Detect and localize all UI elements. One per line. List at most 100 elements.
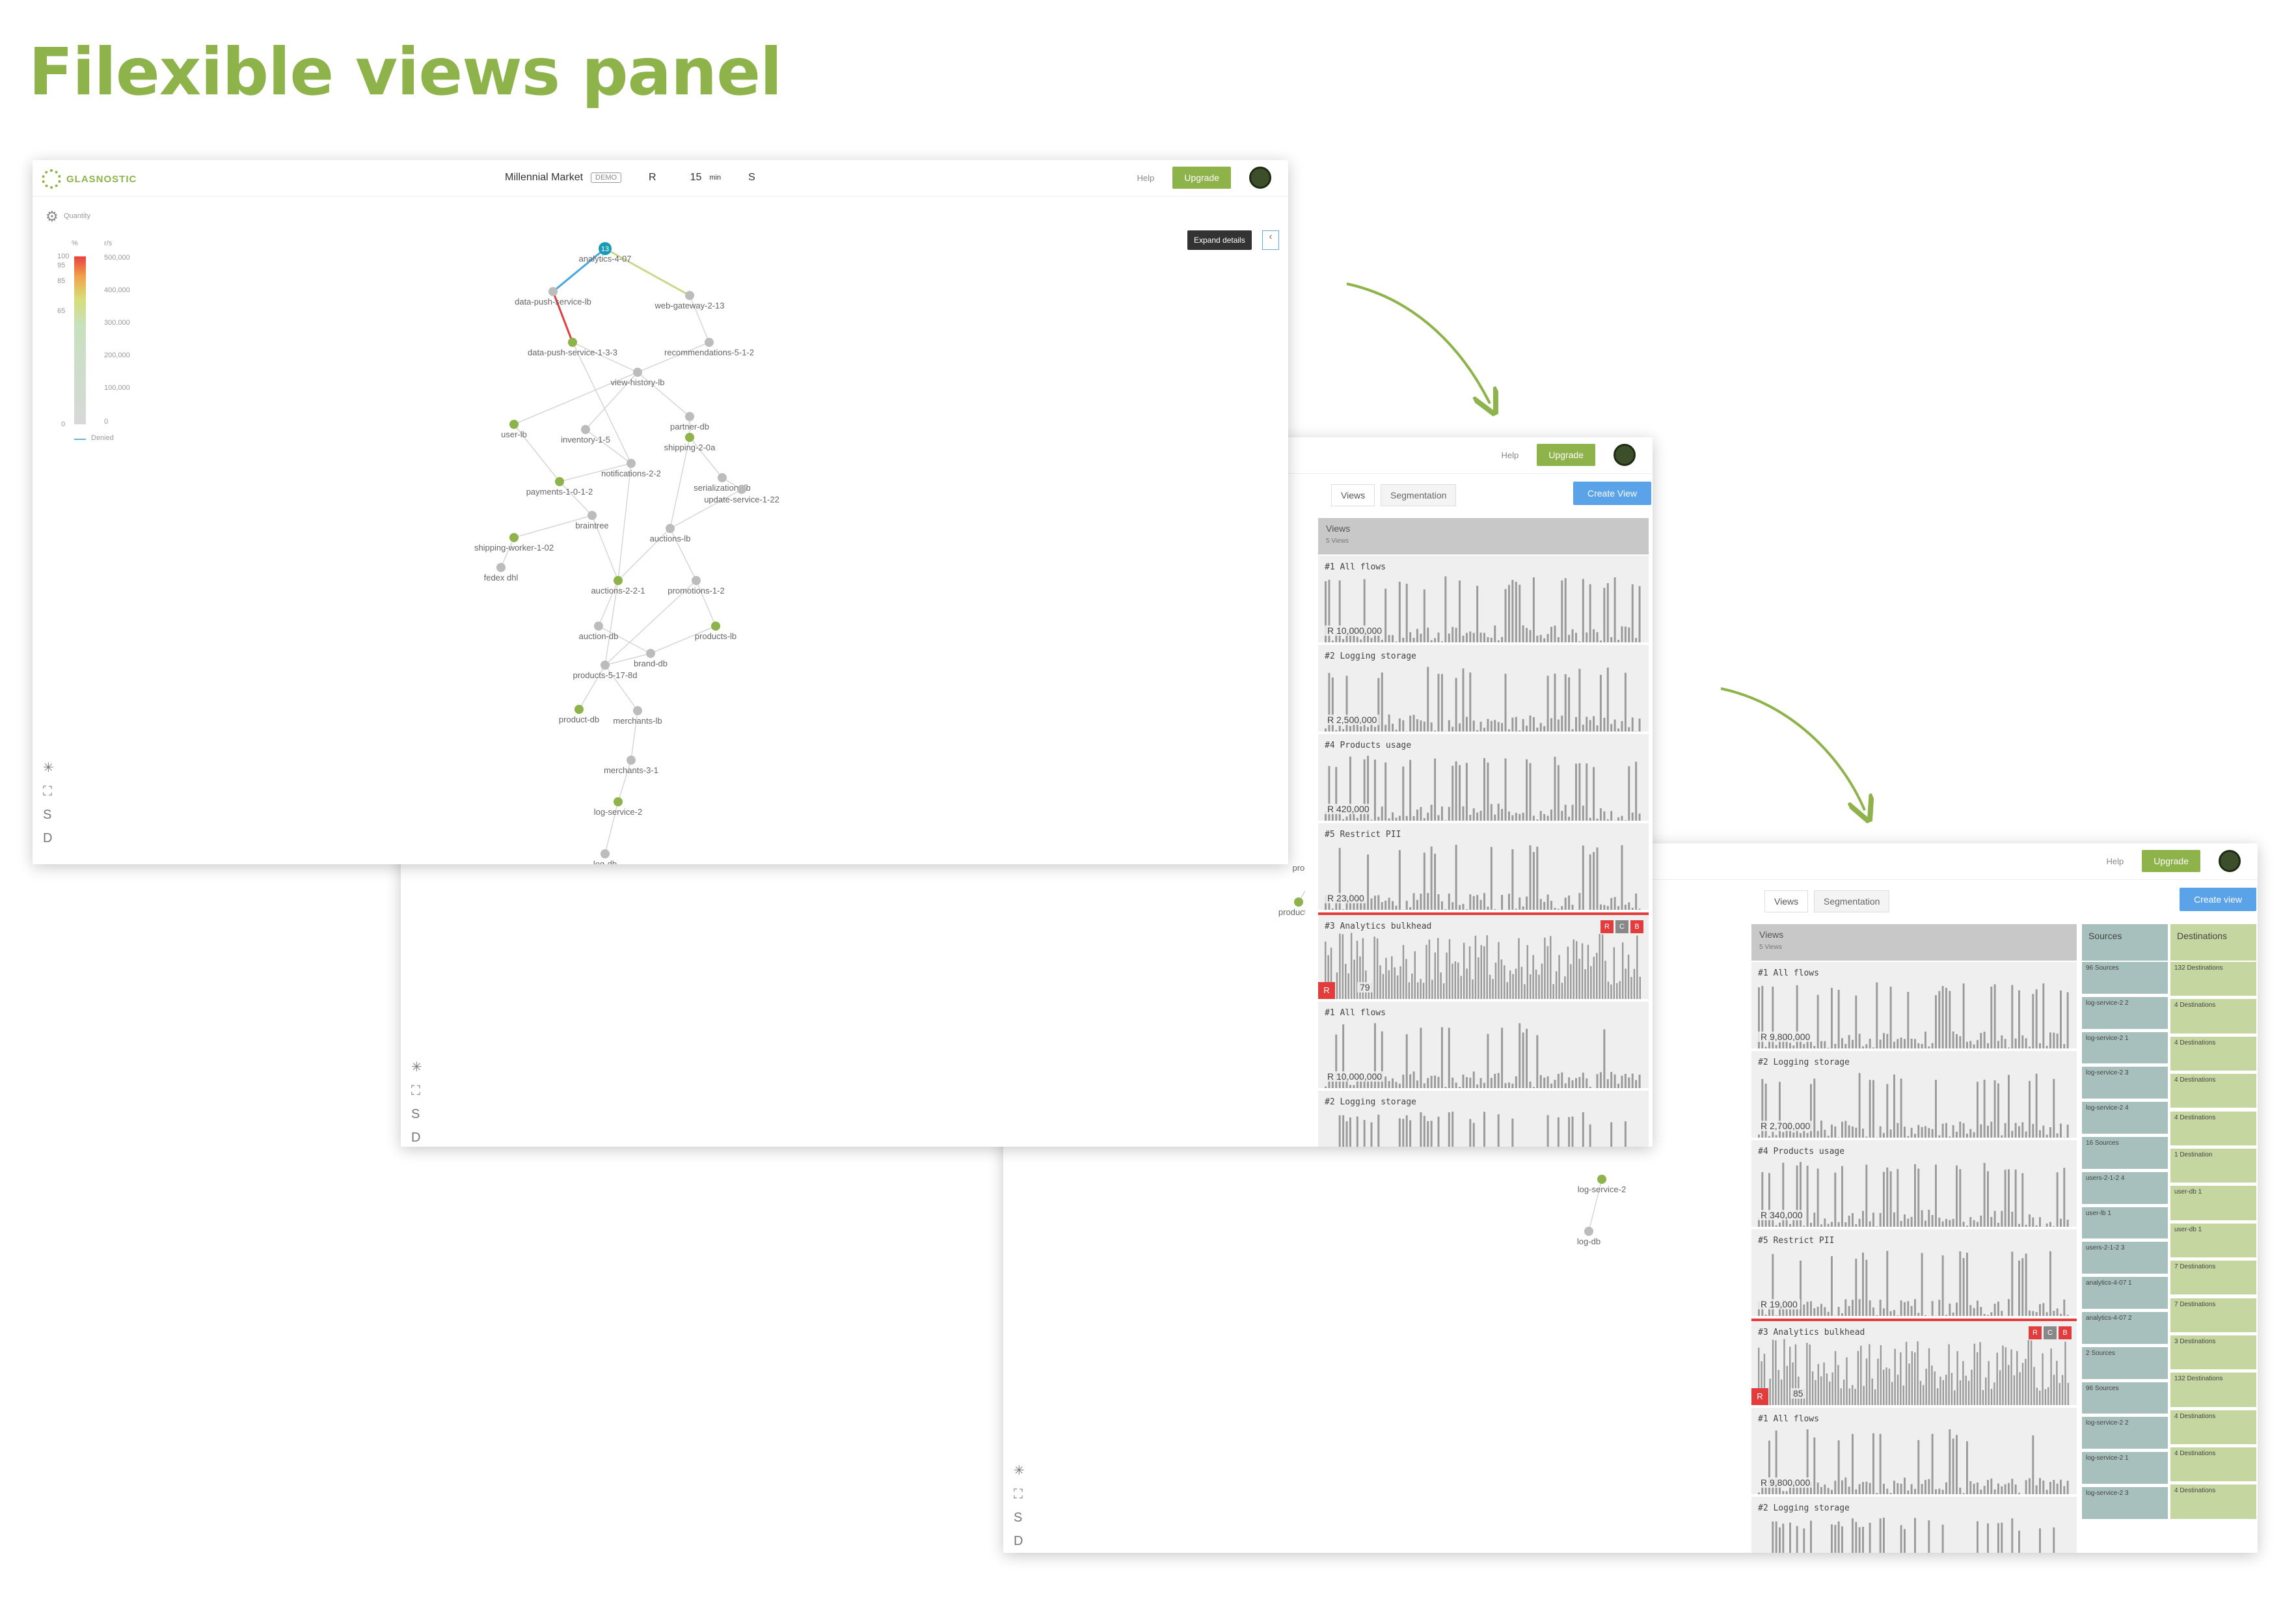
source-cell[interactable]: analytics-4-07 2 bbox=[2082, 1312, 2168, 1344]
graph-node-dot[interactable] bbox=[568, 338, 577, 347]
destinations-column-header[interactable]: Destinations bbox=[2170, 924, 2256, 961]
view-card[interactable]: #2 Logging storage R 2,500,000 bbox=[1318, 645, 1649, 733]
view-card-alert-badge[interactable]: R bbox=[1318, 982, 1335, 999]
graph-node-dot[interactable] bbox=[588, 511, 597, 520]
graph-node[interactable]: web-gateway-2-13 bbox=[655, 291, 725, 310]
destination-cell[interactable]: 4 Destinations bbox=[2170, 1410, 2256, 1444]
destination-cell[interactable]: 7 Destinations bbox=[2170, 1261, 2256, 1295]
gear-icon[interactable]: ⚙ bbox=[46, 208, 59, 225]
help-link[interactable]: Help bbox=[2106, 856, 2124, 866]
snowflake-icon[interactable]: ✳ bbox=[411, 1060, 422, 1074]
graph-node[interactable]: log-db bbox=[593, 849, 617, 864]
expand-details-button[interactable]: ‹ bbox=[1262, 230, 1279, 250]
graph-node-dot[interactable] bbox=[574, 705, 584, 714]
graph-node[interactable]: products-lb bbox=[695, 622, 736, 641]
graph-node[interactable]: braintree bbox=[575, 511, 609, 530]
create-view-button[interactable]: Create View bbox=[1573, 482, 1651, 505]
graph-node[interactable]: products-5-17-8d bbox=[573, 661, 638, 680]
s-key-icon[interactable]: S bbox=[1014, 1511, 1023, 1525]
signal-selector[interactable]: S bbox=[748, 172, 755, 183]
upgrade-button[interactable]: Upgrade bbox=[1537, 444, 1595, 466]
graph-node-dot[interactable] bbox=[614, 576, 623, 585]
destination-cell[interactable]: 4 Destinations bbox=[2170, 1036, 2256, 1071]
graph-node[interactable]: payments-1-0-1-2 bbox=[526, 477, 593, 497]
graph-node[interactable]: log-service-2 bbox=[1578, 1175, 1626, 1194]
destination-cell[interactable]: 4 Destinations bbox=[2170, 1074, 2256, 1108]
view-card[interactable]: #4 Products usage R 340,000 bbox=[1751, 1140, 2077, 1228]
view-card-badge[interactable]: B bbox=[2059, 1326, 2072, 1339]
graph-node[interactable]: shipping-worker-1-02 bbox=[474, 533, 554, 553]
graph-node-dot[interactable] bbox=[555, 477, 564, 486]
help-link[interactable]: Help bbox=[1137, 172, 1155, 183]
destination-cell[interactable]: user-db 1 bbox=[2170, 1223, 2256, 1257]
graph-node-dot[interactable] bbox=[685, 291, 694, 300]
destination-cell[interactable]: 4 Destinations bbox=[2170, 1447, 2256, 1482]
source-cell[interactable]: 96 Sources bbox=[2082, 1382, 2168, 1414]
fit-view-icon[interactable]: ⛶ bbox=[1014, 1487, 1023, 1501]
tab-views[interactable]: Views bbox=[1764, 890, 1809, 912]
view-card-alert-badge[interactable]: R bbox=[1751, 1388, 1768, 1405]
graph-node[interactable]: user-lb bbox=[501, 420, 527, 439]
create-view-button[interactable]: Create view bbox=[2180, 888, 2256, 911]
graph-node-dot[interactable] bbox=[633, 706, 642, 715]
view-card[interactable]: #2 Logging storage R 2,700,000 bbox=[1751, 1051, 2077, 1139]
source-cell[interactable]: log-service-2 2 bbox=[2082, 996, 2168, 1029]
help-link[interactable]: Help bbox=[1501, 450, 1519, 460]
source-cell[interactable]: users-2-1-2 3 bbox=[2082, 1242, 2168, 1274]
graph-node-dot[interactable] bbox=[685, 412, 694, 421]
graph-node-dot[interactable] bbox=[737, 485, 746, 494]
time-value[interactable]: 15 bbox=[690, 172, 702, 183]
d-key-icon[interactable]: D bbox=[1014, 1534, 1023, 1548]
graph-node[interactable]: update-service-1-22 bbox=[704, 485, 779, 504]
fit-view-icon[interactable]: ⛶ bbox=[43, 784, 52, 799]
graph-node[interactable]: fedex dhl bbox=[484, 563, 519, 582]
avatar[interactable] bbox=[1614, 444, 1636, 466]
graph-node-dot[interactable] bbox=[509, 533, 519, 542]
source-cell[interactable]: log-service-2 1 bbox=[2082, 1452, 2168, 1484]
tab-segmentation[interactable]: Segmentation bbox=[1381, 484, 1457, 506]
upgrade-button[interactable]: Upgrade bbox=[1172, 167, 1231, 189]
source-cell[interactable]: 96 Sources bbox=[2082, 962, 2168, 994]
destination-cell[interactable]: 3 Destinations bbox=[2170, 1335, 2256, 1370]
graph-node-dot[interactable] bbox=[496, 563, 506, 572]
graph-node-dot[interactable] bbox=[627, 459, 636, 468]
graph-node-dot[interactable] bbox=[705, 338, 714, 347]
view-card[interactable]: #1 All flows R 10,000,000 bbox=[1318, 556, 1649, 644]
source-cell[interactable]: log-service-2 1 bbox=[2082, 1032, 2168, 1064]
graph-node[interactable]: log-db bbox=[1577, 1227, 1600, 1246]
graph-node[interactable]: auctions-lb bbox=[650, 524, 691, 543]
graph-node-dot[interactable] bbox=[633, 368, 642, 377]
view-card[interactable]: #1 All flows R 10,000,000 bbox=[1318, 1002, 1649, 1089]
graph-node-dot[interactable] bbox=[685, 433, 694, 442]
avatar[interactable] bbox=[2219, 850, 2241, 872]
view-card[interactable]: #5 Restrict PII R 23,000 bbox=[1318, 823, 1649, 911]
view-card-badge[interactable]: R bbox=[2029, 1326, 2042, 1339]
snowflake-icon[interactable]: ✳ bbox=[43, 761, 54, 775]
metric-selector[interactable]: R bbox=[649, 172, 656, 183]
graph-node[interactable]: inventory-1-5 bbox=[561, 425, 610, 445]
view-card[interactable]: #1 All flows R 9,800,000 bbox=[1751, 1408, 2077, 1496]
source-cell[interactable]: log-service-2 3 bbox=[2082, 1067, 2168, 1099]
destination-cell[interactable]: user-db 1 bbox=[2170, 1186, 2256, 1220]
graph-node-dot[interactable] bbox=[601, 661, 610, 670]
logo[interactable]: GLASNOSTIC bbox=[42, 169, 137, 189]
graph-node-dot[interactable] bbox=[509, 420, 519, 429]
avatar[interactable] bbox=[1249, 167, 1271, 189]
view-card[interactable]: #2 Logging storage bbox=[1318, 1091, 1649, 1147]
graph-node[interactable]: view-history-lb bbox=[610, 368, 665, 387]
s-key-icon[interactable]: S bbox=[43, 808, 52, 822]
source-cell[interactable]: 2 Sources bbox=[2082, 1347, 2168, 1379]
graph-node-dot[interactable] bbox=[599, 242, 612, 255]
destination-cell[interactable]: 1 Destination bbox=[2170, 1148, 2256, 1183]
tab-segmentation[interactable]: Segmentation bbox=[1814, 890, 1890, 912]
graph-node[interactable]: data-push-service-lb bbox=[515, 287, 591, 307]
source-cell[interactable]: user-lb 1 bbox=[2082, 1207, 2168, 1239]
graph-node[interactable]: auction-db bbox=[579, 622, 619, 641]
fit-view-icon[interactable]: ⛶ bbox=[411, 1084, 420, 1098]
graph-node-dot[interactable] bbox=[548, 287, 558, 296]
graph-node[interactable]: recommendations-5-1-2 bbox=[664, 338, 754, 357]
view-card-badge[interactable]: C bbox=[1615, 920, 1628, 933]
view-card[interactable]: #2 Logging storage bbox=[1751, 1497, 2077, 1553]
destination-cell[interactable]: 4 Destinations bbox=[2170, 1484, 2256, 1519]
